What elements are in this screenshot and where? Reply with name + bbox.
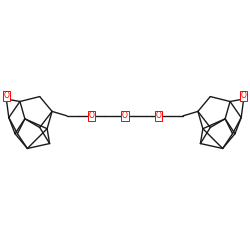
Text: O: O: [241, 91, 246, 100]
Text: O: O: [89, 111, 94, 120]
Text: O: O: [122, 111, 128, 120]
Text: O: O: [156, 111, 161, 120]
Text: O: O: [4, 91, 9, 100]
